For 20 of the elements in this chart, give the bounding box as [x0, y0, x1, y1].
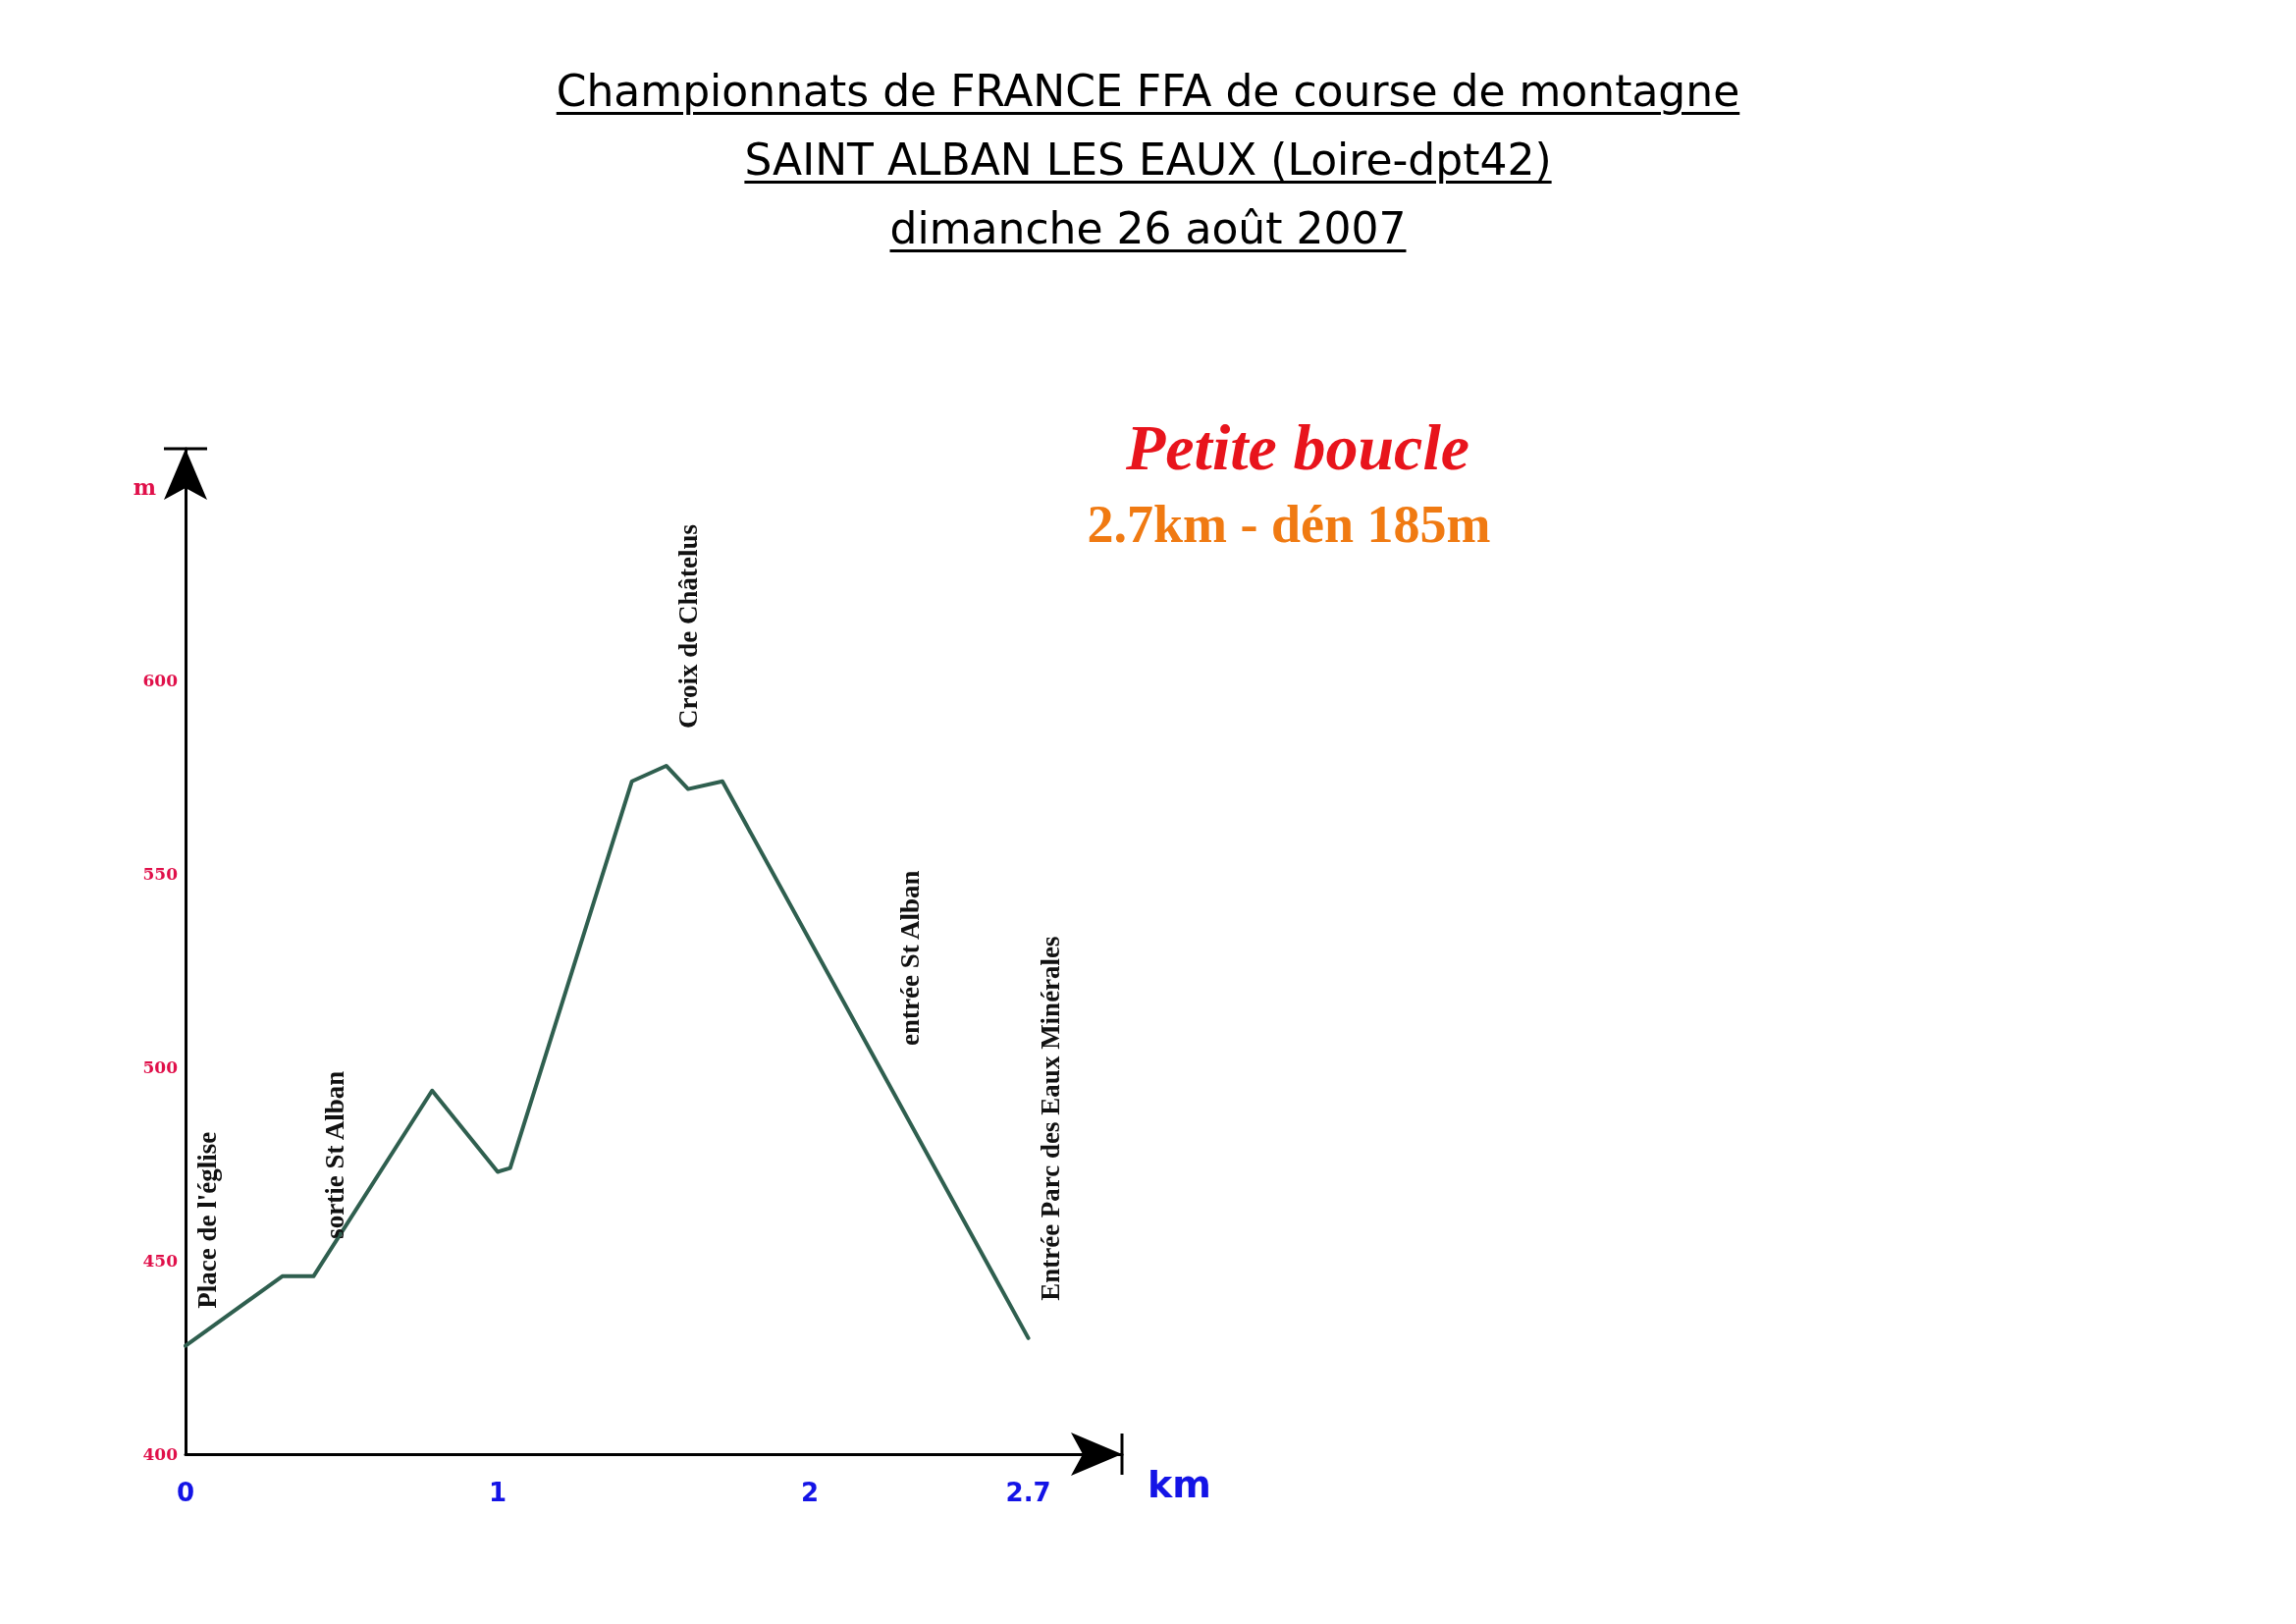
annotation: Entrée Parc des Eaux Minérales [1035, 936, 1065, 1301]
annotation: entrée St Alban [894, 870, 925, 1046]
y-axis-title: m [133, 474, 156, 500]
text: Petite boucle [1124, 410, 1470, 483]
x-tick-label: 0 [176, 1478, 195, 1507]
y-tick-label: 600 [142, 671, 179, 691]
x-axis-title: km [1148, 1463, 1211, 1506]
annotation: Croix de Châtelus [672, 523, 703, 729]
annotation: sortie St Alban [320, 1070, 350, 1239]
y-tick-label: 550 [142, 864, 179, 885]
y-tick-label: 500 [142, 1057, 179, 1078]
chart-title: Championnats de FRANCE FFA de course de montagne SAINT ALBAN LES EAUX (Loire-dpt42) dimanche 26 août 2007 [556, 66, 1740, 253]
line-series [184, 763, 1031, 1348]
x-tick-label: 2 [800, 1478, 820, 1507]
annotation: Place de l'église [192, 1131, 222, 1309]
annotation: 2.7km - dén 185m [1087, 495, 1491, 554]
y-tick-label: 450 [142, 1251, 179, 1272]
y-tick-label: 400 [142, 1444, 179, 1464]
x-tick-label: 2.7 [1005, 1478, 1051, 1507]
x-tick-label: 1 [488, 1478, 507, 1507]
